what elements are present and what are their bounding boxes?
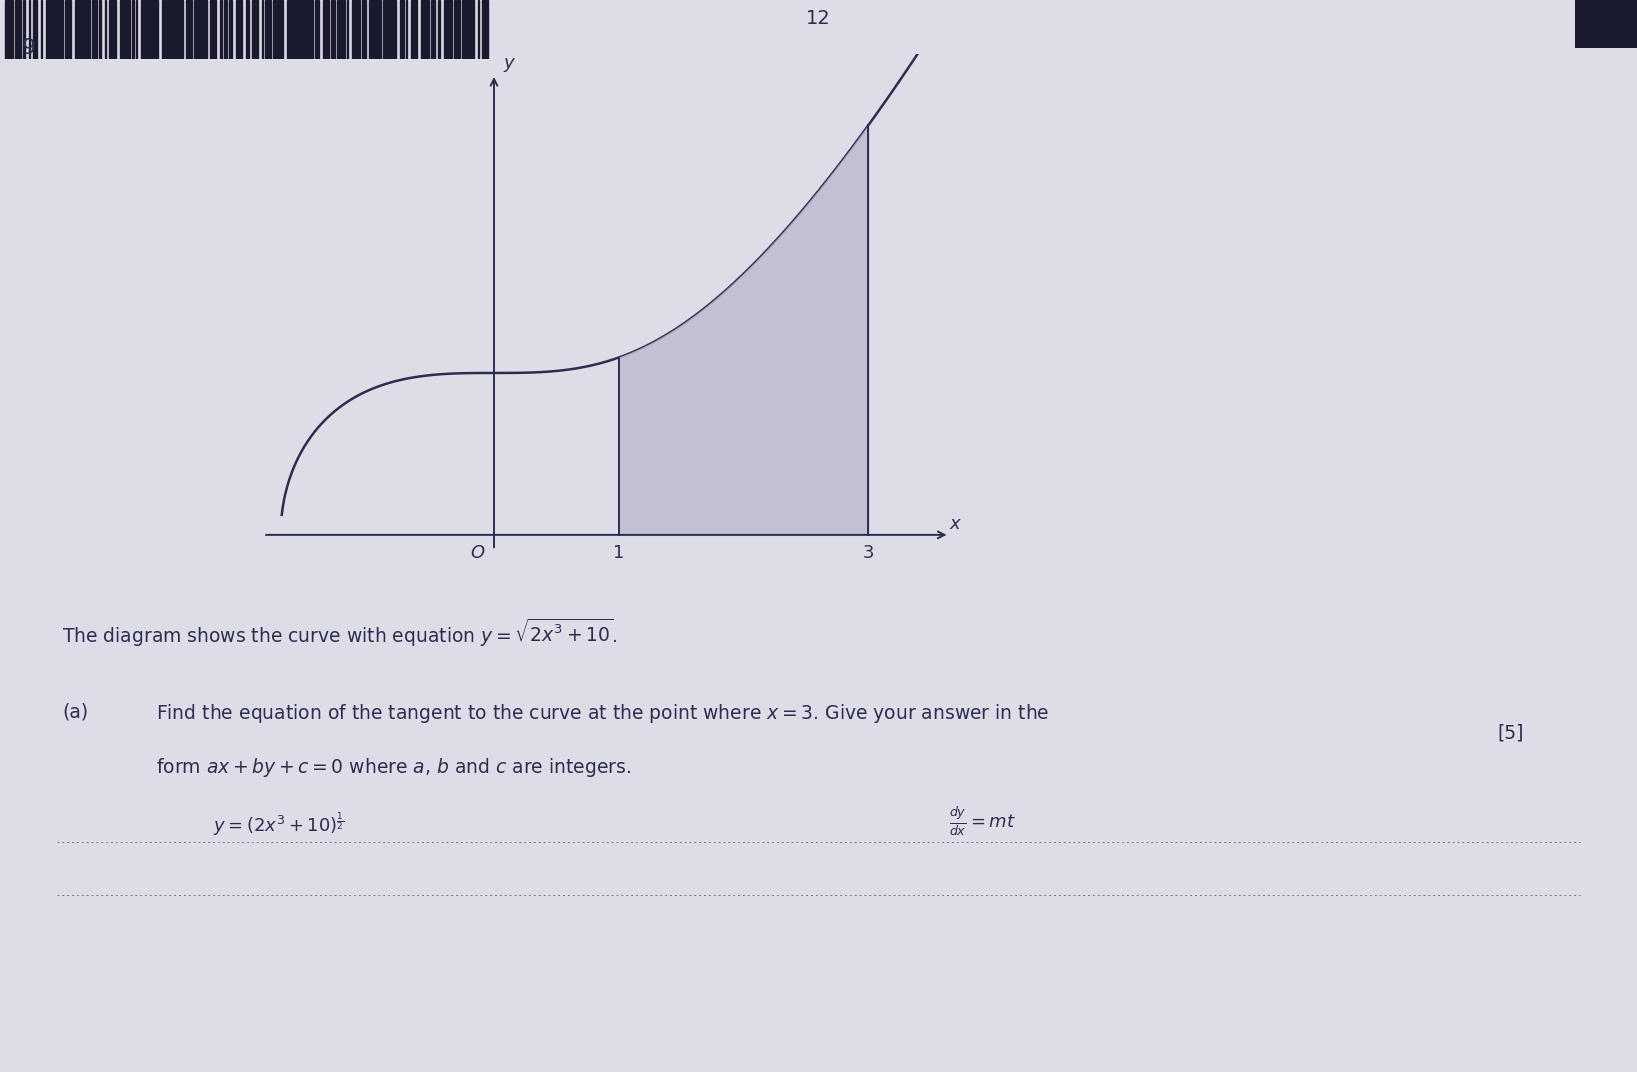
Bar xyxy=(33,0,38,59)
Bar xyxy=(141,0,149,59)
Text: (a): (a) xyxy=(62,702,88,721)
Bar xyxy=(481,0,488,59)
Bar xyxy=(236,0,242,59)
Bar xyxy=(219,0,223,59)
Bar xyxy=(296,0,304,59)
Bar xyxy=(368,0,377,59)
Bar xyxy=(121,0,123,59)
Bar xyxy=(462,0,470,59)
Bar xyxy=(210,0,216,59)
Text: 1: 1 xyxy=(614,544,624,562)
Bar xyxy=(431,0,435,59)
Bar xyxy=(444,0,452,59)
Text: 9: 9 xyxy=(21,38,36,58)
Text: x: x xyxy=(949,515,959,533)
Bar xyxy=(224,0,228,59)
Bar xyxy=(437,0,440,59)
Bar xyxy=(75,0,80,59)
Bar xyxy=(411,0,417,59)
Bar xyxy=(337,0,345,59)
Bar xyxy=(401,0,404,59)
Bar xyxy=(175,0,183,59)
Bar xyxy=(46,0,54,59)
Bar xyxy=(388,0,396,59)
Bar xyxy=(65,0,70,59)
Bar xyxy=(185,0,192,59)
Text: [5]: [5] xyxy=(1498,724,1524,743)
Text: The diagram shows the curve with equation $y = \sqrt{2x^3+10}$.: The diagram shows the curve with equatio… xyxy=(62,616,619,649)
Bar xyxy=(201,0,208,59)
Bar xyxy=(162,0,165,59)
Text: form $ax+by+c=0$ where $a$, $b$ and $c$ are integers.: form $ax+by+c=0$ where $a$, $b$ and $c$ … xyxy=(156,756,630,778)
Bar xyxy=(82,0,90,59)
Text: $y=(2x^3+10)^{\frac{1}{2}}$: $y=(2x^3+10)^{\frac{1}{2}}$ xyxy=(213,810,344,838)
Text: O: O xyxy=(471,544,485,562)
Bar xyxy=(273,0,275,59)
Bar xyxy=(108,0,116,59)
Bar xyxy=(15,0,21,59)
Bar xyxy=(246,0,249,59)
Bar xyxy=(265,0,270,59)
Text: y: y xyxy=(504,54,514,72)
Bar xyxy=(252,0,259,59)
Bar xyxy=(23,0,25,59)
Bar xyxy=(421,0,429,59)
Bar xyxy=(352,0,360,59)
Text: Find the equation of the tangent to the curve at the point where $x = 3$. Give y: Find the equation of the tangent to the … xyxy=(156,702,1049,725)
Bar xyxy=(286,0,295,59)
Bar xyxy=(124,0,129,59)
Bar xyxy=(131,0,134,59)
Bar xyxy=(229,0,232,59)
Bar xyxy=(195,0,200,59)
Text: $\frac{dy}{dx} = mt$: $\frac{dy}{dx} = mt$ xyxy=(949,806,1017,838)
Bar xyxy=(314,0,319,59)
Bar xyxy=(56,0,64,59)
Bar xyxy=(322,0,329,59)
Bar xyxy=(378,0,381,59)
Bar xyxy=(165,0,174,59)
Bar xyxy=(151,0,159,59)
Bar xyxy=(306,0,313,59)
Text: 3: 3 xyxy=(863,544,874,562)
Bar xyxy=(277,0,283,59)
Bar xyxy=(457,0,460,59)
Bar xyxy=(331,0,336,59)
Bar xyxy=(362,0,367,59)
Bar xyxy=(5,0,13,59)
Text: 12: 12 xyxy=(805,9,832,28)
Bar xyxy=(383,0,386,59)
Bar xyxy=(471,0,475,59)
